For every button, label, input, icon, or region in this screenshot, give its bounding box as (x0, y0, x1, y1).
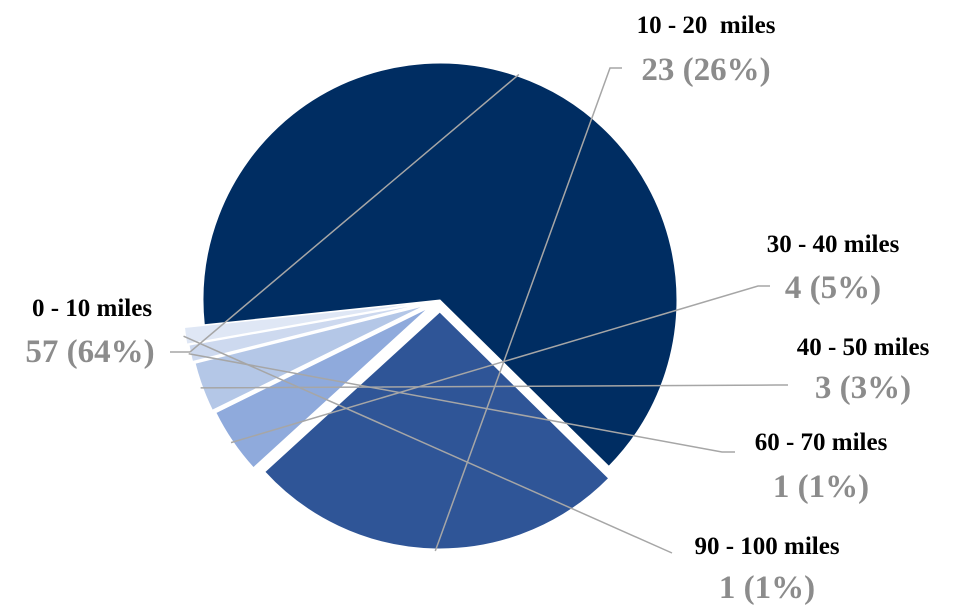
slice-category-label-2: 10 - 20 miles (637, 12, 776, 39)
slice-value-label-6: 1 (1%) (719, 570, 815, 605)
slice-category-label-6: 90 - 100 miles (694, 533, 839, 560)
slice-category-label-5: 60 - 70 miles (755, 429, 888, 456)
slice-value-label-3: 4 (5%) (785, 270, 881, 306)
leader-lines-layer (170, 67, 788, 554)
slice-value-label-4: 3 (3%) (815, 370, 911, 406)
slice-value-label-2: 23 (26%) (641, 52, 770, 88)
leader-line-3 (230, 285, 770, 444)
slice-value-label-1: 57 (64%) (25, 334, 154, 370)
leader-line-1 (170, 73, 520, 353)
pie-slice-1 (202, 62, 678, 468)
pie-slice-5 (188, 303, 423, 363)
leader-line-6 (183, 335, 673, 554)
slice-category-label-4: 40 - 50 miles (797, 334, 930, 361)
leader-line-5 (188, 352, 735, 453)
slices-layer (183, 62, 678, 550)
slice-category-label-1: 0 - 10 miles (32, 295, 152, 322)
labels-layer: 0 - 10 miles 57 (64%) 10 - 20 miles 23 (26%… (25, 12, 929, 605)
slice-category-label-3: 30 - 40 miles (767, 231, 900, 258)
leader-line-2 (434, 67, 622, 552)
slice-value-label-5: 1 (1%) (773, 469, 869, 505)
leader-line-4 (200, 384, 788, 389)
pie-slice-6 (183, 302, 421, 345)
